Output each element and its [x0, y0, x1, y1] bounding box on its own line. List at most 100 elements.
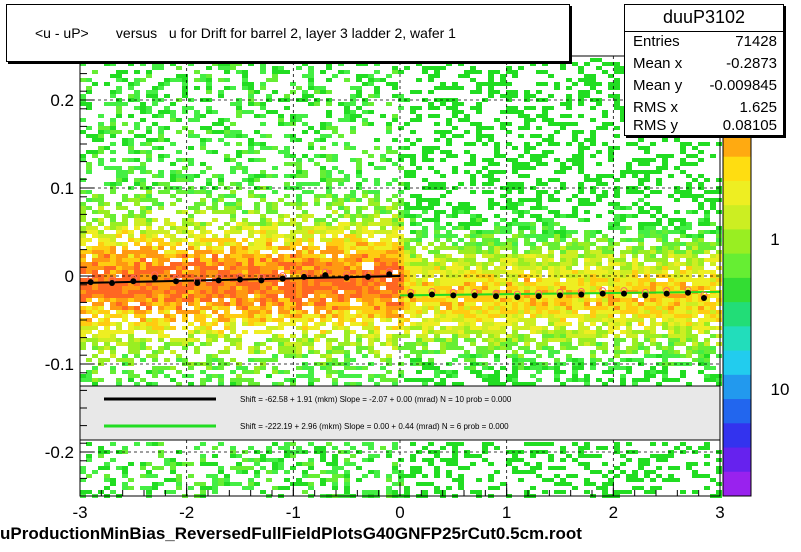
heatmap-cell [446, 486, 452, 490]
heatmap-cell [506, 278, 512, 282]
heatmap-cell [242, 262, 248, 266]
heatmap-cell [584, 74, 590, 78]
heatmap-cell [152, 290, 158, 294]
heatmap-cell [608, 270, 614, 274]
heatmap-cell [134, 298, 140, 302]
heatmap-cell [254, 330, 260, 334]
heatmap-cell [584, 238, 590, 242]
heatmap-cell [524, 114, 530, 118]
heatmap-cell [608, 482, 614, 486]
heatmap-cell [158, 454, 164, 458]
heatmap-cell [248, 298, 254, 302]
heatmap-cell [158, 238, 164, 242]
heatmap-cell [290, 238, 296, 242]
heatmap-cell [284, 302, 290, 306]
heatmap-cell [362, 110, 368, 114]
heatmap-cell [194, 234, 200, 238]
heatmap-cell [494, 258, 500, 262]
heatmap-cell [554, 370, 560, 374]
heatmap-cell [596, 282, 602, 286]
heatmap-cell [344, 146, 350, 150]
heatmap-cell [170, 238, 176, 242]
heatmap-cell [158, 278, 164, 282]
heatmap-cell [434, 310, 440, 314]
heatmap-cell [578, 150, 584, 154]
heatmap-cell [200, 298, 206, 302]
heatmap-cell [398, 306, 404, 310]
heatmap-cell [320, 294, 326, 298]
heatmap-cell [350, 382, 356, 386]
heatmap-cell [134, 350, 140, 354]
heatmap-cell [104, 478, 110, 482]
heatmap-cell [548, 458, 554, 462]
heatmap-cell [548, 222, 554, 226]
heatmap-cell [254, 222, 260, 226]
heatmap-cell [506, 462, 512, 466]
heatmap-cell [470, 238, 476, 242]
heatmap-cell [230, 342, 236, 346]
heatmap-cell [140, 214, 146, 218]
heatmap-cell [476, 138, 482, 142]
heatmap-cell [410, 470, 416, 474]
heatmap-cell [116, 182, 122, 186]
heatmap-cell [116, 298, 122, 302]
heatmap-cell [170, 234, 176, 238]
heatmap-cell [464, 202, 470, 206]
heatmap-cell [404, 266, 410, 270]
heatmap-cell [146, 142, 152, 146]
heatmap-cell [410, 194, 416, 198]
heatmap-cell [494, 382, 500, 386]
heatmap-cell [338, 342, 344, 346]
heatmap-cell [392, 230, 398, 234]
heatmap-cell [284, 310, 290, 314]
heatmap-cell [572, 134, 578, 138]
heatmap-cell [356, 74, 362, 78]
heatmap-cell [248, 290, 254, 294]
heatmap-cell [410, 222, 416, 226]
heatmap-cell [638, 462, 644, 466]
heatmap-cell [350, 238, 356, 242]
heatmap-cell [434, 250, 440, 254]
heatmap-cell [332, 290, 338, 294]
heatmap-cell [260, 350, 266, 354]
heatmap-cell [224, 78, 230, 82]
heatmap-cell [572, 278, 578, 282]
heatmap-cell [368, 302, 374, 306]
heatmap-cell [290, 322, 296, 326]
heatmap-cell [194, 262, 200, 266]
heatmap-cell [122, 354, 128, 358]
heatmap-cell [446, 86, 452, 90]
heatmap-cell [650, 170, 656, 174]
heatmap-cell [314, 226, 320, 230]
heatmap-cell [212, 246, 218, 250]
heatmap-cell [650, 234, 656, 238]
heatmap-cell [158, 298, 164, 302]
heatmap-cell [608, 314, 614, 318]
heatmap-cell [392, 202, 398, 206]
heatmap-cell [644, 150, 650, 154]
heatmap-cell [218, 306, 224, 310]
heatmap-cell [404, 342, 410, 346]
heatmap-cell [500, 290, 506, 294]
heatmap-cell [482, 374, 488, 378]
heatmap-cell [146, 126, 152, 130]
heatmap-cell [530, 134, 536, 138]
heatmap-cell [662, 358, 668, 362]
heatmap-cell [104, 318, 110, 322]
heatmap-cell [152, 382, 158, 386]
heatmap-cell [344, 70, 350, 74]
heatmap-cell [254, 458, 260, 462]
heatmap-cell [104, 254, 110, 258]
heatmap-cell [428, 338, 434, 342]
heatmap-cell [182, 178, 188, 182]
heatmap-cell [566, 302, 572, 306]
heatmap-cell [356, 342, 362, 346]
heatmap-cell [272, 210, 278, 214]
heatmap-cell [506, 298, 512, 302]
heatmap-cell [434, 246, 440, 250]
heatmap-cell [488, 78, 494, 82]
heatmap-cell [278, 458, 284, 462]
heatmap-cell [662, 346, 668, 350]
heatmap-cell [338, 314, 344, 318]
heatmap-cell [632, 470, 638, 474]
